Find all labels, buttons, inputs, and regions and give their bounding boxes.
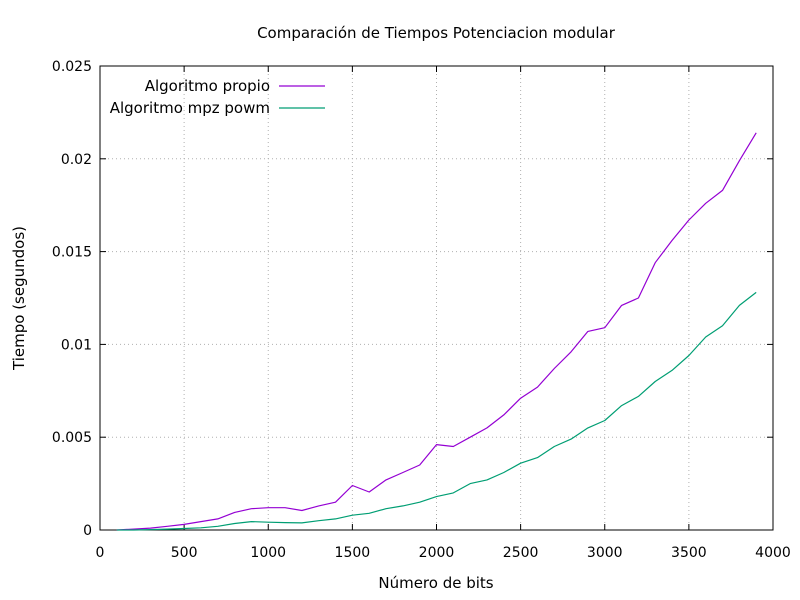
x-axis-label: Número de bits xyxy=(378,574,493,592)
chart-title: Comparación de Tiempos Potenciacion modu… xyxy=(257,24,616,42)
x-tick-label: 3500 xyxy=(671,545,707,561)
x-tick-label: 3000 xyxy=(587,545,623,561)
x-tick-label: 2500 xyxy=(503,545,539,561)
legend-label-mpz: Algoritmo mpz powm xyxy=(110,99,270,117)
legend: Algoritmo propio Algoritmo mpz powm xyxy=(110,77,325,117)
y-tick-label: 0.025 xyxy=(52,59,92,75)
series-line-propio xyxy=(116,132,757,531)
x-tick-label: 4000 xyxy=(755,545,791,561)
legend-label-propio: Algoritmo propio xyxy=(145,77,270,95)
y-tick-label: 0.01 xyxy=(61,337,92,353)
y-tick-label: 0.02 xyxy=(61,152,92,168)
y-axis-label: Tiempo (segundos) xyxy=(10,226,28,371)
series xyxy=(116,132,757,531)
y-tick-label: 0 xyxy=(83,523,92,539)
grid xyxy=(100,66,773,530)
x-tick-label: 500 xyxy=(171,545,198,561)
y-tick-label: 0.005 xyxy=(52,430,92,446)
y-tick-label: 0.015 xyxy=(52,245,92,261)
x-tick-label: 1500 xyxy=(335,545,371,561)
axis-ticks: 0 500 1000 1500 2000 2500 3000 3500 4000 0 0.005 0.… xyxy=(52,59,791,561)
x-tick-label: 1000 xyxy=(250,545,286,561)
series-line-mpz xyxy=(116,291,757,531)
x-tick-label: 0 xyxy=(96,545,105,561)
x-tick-label: 2000 xyxy=(419,545,455,561)
